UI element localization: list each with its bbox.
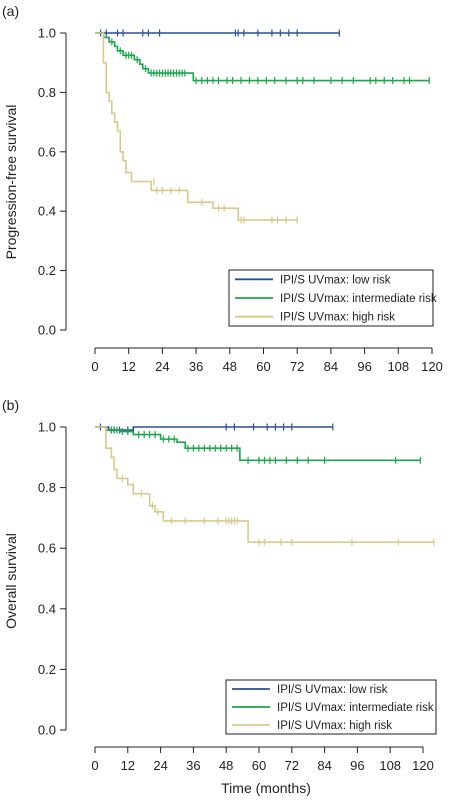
panel-a-series-line-1 xyxy=(95,32,430,82)
x-axis-title: Time (months) xyxy=(221,780,311,796)
panel-a-x-tick-label: 120 xyxy=(421,359,443,374)
panel-a-y-axis-title: Progression-free survival xyxy=(3,105,19,260)
panel-b-legend-label-2: IPI/S UVmax: high risk xyxy=(277,720,392,732)
panel-b-x-tick-label: 96 xyxy=(350,758,364,773)
panel-b-legend-label-0: IPI/S UVmax: low risk xyxy=(277,684,388,696)
panel-a-y-tick-label: 0.8 xyxy=(38,85,56,100)
panel-a-x-tick-label: 12 xyxy=(121,359,135,374)
panel-a-y-tick-label: 0.4 xyxy=(38,204,56,219)
panel-b-label: (b) xyxy=(2,397,19,413)
panel-a-x-tick-label: 96 xyxy=(357,359,371,374)
panel-a-legend-label-1: IPI/S UVmax: intermediate risk xyxy=(280,293,437,305)
panel-a-x-tick-label: 24 xyxy=(155,359,169,374)
panel-b-x-tick-label: 0 xyxy=(91,758,98,773)
panel-b-legend-label-1: IPI/S UVmax: intermediate risk xyxy=(277,702,434,714)
panel-b-x-tick-label: 12 xyxy=(121,758,135,773)
panel-b-y-tick-label: 0.6 xyxy=(38,541,56,556)
panel-a-x-tick-label: 0 xyxy=(91,359,98,374)
panel-b-x-tick-label: 48 xyxy=(219,758,233,773)
panel-b-series-line-2 xyxy=(95,426,434,543)
panel-b-series-line-0 xyxy=(95,426,333,431)
panel-a-x-tick-label: 84 xyxy=(324,359,338,374)
panel-b-y-tick-label: 0.4 xyxy=(38,601,56,616)
panel-a-x-tick-label: 108 xyxy=(387,359,409,374)
panel-a-y-tick-label: 0.2 xyxy=(38,263,56,278)
panel-a-x-tick-label: 72 xyxy=(290,359,304,374)
panel-b-x-tick-label: 108 xyxy=(379,758,401,773)
panel-a-x-tick-label: 60 xyxy=(256,359,270,374)
panel-b-series-line-1 xyxy=(95,426,421,462)
panel-b-x-tick-label: 24 xyxy=(153,758,167,773)
panel-b-y-axis-title: Overall survival xyxy=(3,533,19,629)
panel-a-legend-label-2: IPI/S UVmax: high risk xyxy=(280,312,395,324)
panel-b-x-tick-label: 36 xyxy=(186,758,200,773)
panel-a-series-line-2 xyxy=(95,32,298,221)
panel-b-x-tick-label: 84 xyxy=(317,758,331,773)
panel-a-label: (a) xyxy=(2,3,19,19)
panel-b-y-tick-label: 0.8 xyxy=(38,480,56,495)
panel-b-x-tick-label: 120 xyxy=(412,758,434,773)
panel-b-x-tick-label: 60 xyxy=(252,758,266,773)
panel-a-y-tick-label: 1.0 xyxy=(38,26,56,41)
panel-a-y-tick-label: 0.0 xyxy=(38,323,56,338)
panel-a-legend: IPI/S UVmax: low risk IPI/S UVmax: interm… xyxy=(228,269,437,327)
panel-a-x-tick-label: 48 xyxy=(223,359,237,374)
panel-b-y-tick-label: 0.2 xyxy=(38,662,56,677)
panel-a-y-tick-label: 0.6 xyxy=(38,144,56,159)
panel-b-legend: IPI/S UVmax: low risk IPI/S UVmax: interm… xyxy=(225,679,437,735)
panel-a-pfs-chart: (a) Progression-free survival 0 12 24 36 48 6… xyxy=(2,3,443,374)
panel-b-y-tick-label: 1.0 xyxy=(38,420,56,435)
panel-b-x-tick-label: 72 xyxy=(285,758,299,773)
panel-b-y-tick-label: 0.0 xyxy=(38,723,56,738)
panel-a-x-tick-label: 36 xyxy=(189,359,203,374)
panel-a-legend-label-0: IPI/S UVmax: low risk xyxy=(280,274,391,286)
panel-b-os-chart: (b) Overall survival Time (months) 0 12 24… xyxy=(2,397,437,796)
